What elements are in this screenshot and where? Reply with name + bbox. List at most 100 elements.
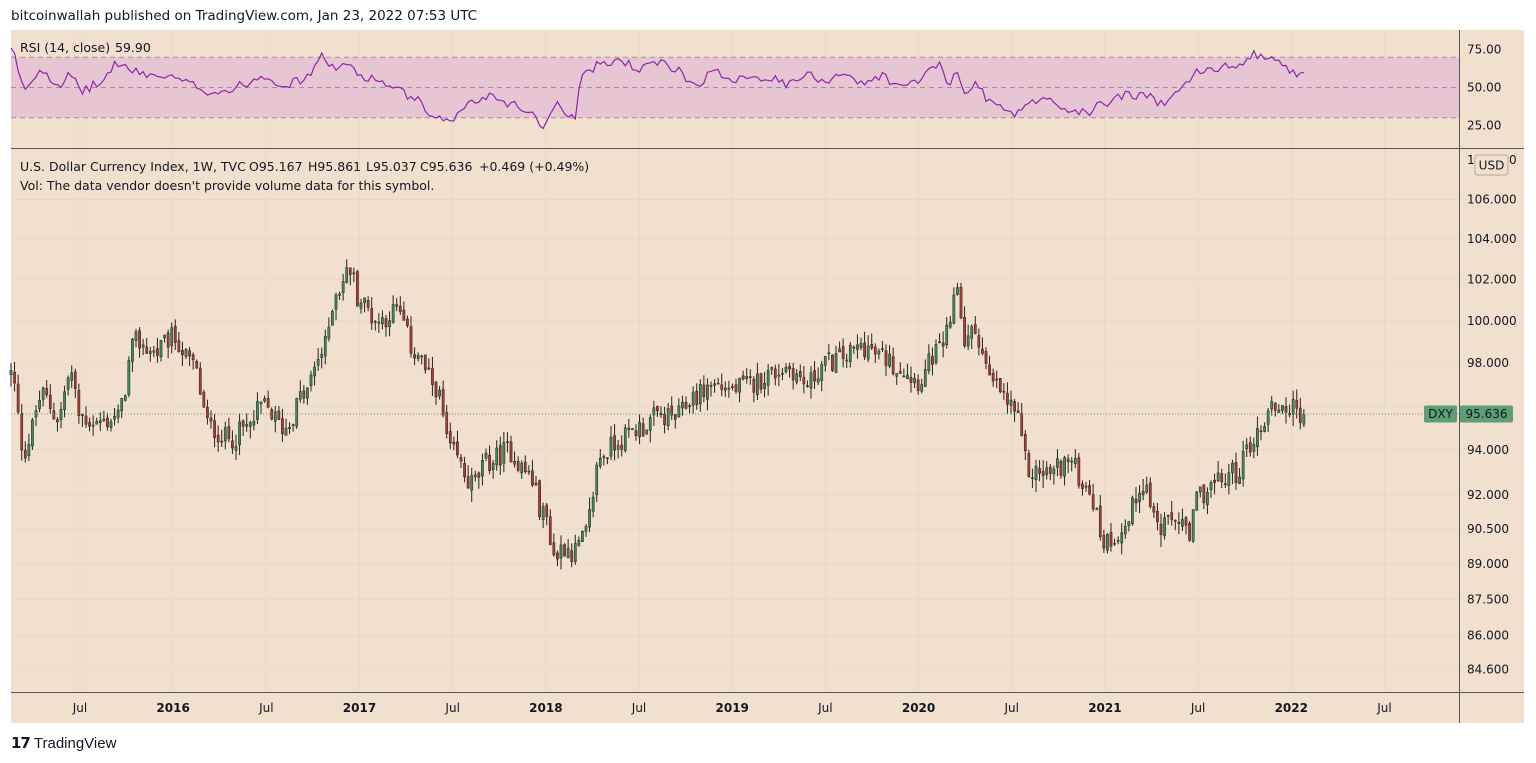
candle-body: [298, 391, 302, 400]
candle-body: [1259, 430, 1263, 433]
candle-body: [141, 344, 145, 348]
candle-body: [145, 346, 149, 354]
candle-body: [327, 326, 331, 339]
candle-body: [452, 441, 456, 445]
candle-body: [1023, 434, 1027, 452]
price-axis-tick-label: 100.000: [1467, 314, 1517, 328]
candle-body: [609, 436, 613, 457]
candle-body: [577, 539, 581, 546]
candle-body: [563, 544, 566, 557]
time-axis-tick-label: Jul: [631, 701, 646, 715]
candle-body: [413, 354, 416, 359]
candle-body: [438, 389, 441, 397]
candle-body: [1095, 508, 1099, 511]
candle-body: [1006, 392, 1009, 405]
candle-body: [591, 496, 595, 512]
candle-body: [148, 351, 152, 354]
candle-body: [288, 427, 291, 430]
candle-body: [941, 342, 945, 347]
candle-body: [402, 309, 406, 321]
candle-body: [377, 321, 381, 324]
candle-body: [948, 321, 952, 328]
candle-body: [616, 445, 620, 450]
candle-body: [281, 418, 284, 435]
candle-body: [177, 340, 181, 353]
candle-body: [159, 340, 163, 358]
candle-body: [248, 422, 252, 427]
candle-body: [684, 402, 688, 409]
candle-body: [1291, 398, 1295, 415]
candle-body: [863, 342, 866, 358]
candle-body: [59, 408, 63, 421]
candle-body: [977, 335, 981, 348]
candle-body: [841, 346, 845, 359]
candle-body: [509, 441, 513, 463]
rsi-legend-value: 59.90: [115, 40, 151, 55]
candle-body: [666, 408, 670, 426]
candle-body: [48, 395, 52, 409]
candle-body: [741, 375, 745, 380]
candle-body: [1156, 510, 1159, 523]
candle-body: [1109, 532, 1113, 547]
candle-body: [981, 348, 984, 354]
candle-body: [820, 364, 824, 381]
candle-body: [548, 516, 552, 546]
tradingview-logo-icon: 17: [11, 734, 31, 752]
candle-body: [906, 374, 909, 379]
candle-body: [809, 372, 813, 389]
candle-body: [1266, 410, 1270, 425]
candle-body: [231, 440, 234, 449]
candle-body: [313, 366, 316, 377]
candle-body: [1184, 517, 1188, 526]
candle-body: [895, 373, 899, 377]
candle-body: [1020, 413, 1024, 436]
time-axis-tick-label: Jul: [258, 701, 273, 715]
candle-body: [123, 395, 127, 401]
candle-body: [1152, 506, 1156, 513]
candle-body: [691, 391, 695, 406]
candle-body: [1141, 491, 1145, 496]
currency-button[interactable]: [1474, 154, 1509, 176]
candle-body: [31, 419, 34, 447]
candle-body: [488, 454, 491, 471]
time-axis-tick-label: Jul: [1190, 701, 1205, 715]
candle-body: [391, 304, 395, 323]
candle-body: [13, 371, 16, 384]
candle-body: [1073, 458, 1077, 465]
price-legend-change: +0.469 (+0.49%): [479, 159, 589, 174]
candle-body: [956, 287, 959, 295]
candle-body: [77, 390, 81, 416]
candle-body: [881, 348, 884, 350]
candle-body: [1131, 497, 1134, 525]
candle-body: [688, 405, 691, 407]
candle-body: [373, 320, 377, 323]
rsi-axis-background: [1460, 30, 1524, 148]
candle-body: [745, 376, 749, 379]
candle-body: [752, 378, 756, 393]
candle-body: [795, 373, 799, 383]
candle-body: [181, 350, 184, 356]
candle-body: [523, 461, 527, 472]
candle-body: [909, 377, 913, 383]
candle-body: [352, 272, 356, 275]
candle-body: [266, 398, 270, 408]
candle-body: [473, 474, 477, 477]
candle-body: [381, 317, 384, 325]
candle-body: [516, 460, 520, 471]
candle-body: [259, 401, 263, 405]
candle-body: [873, 346, 877, 355]
candle-body: [234, 446, 238, 451]
candle-body: [56, 419, 59, 423]
candle-body: [1281, 405, 1284, 411]
corner-background: [1460, 692, 1524, 723]
candle-body: [1273, 402, 1277, 411]
candle-body: [495, 447, 499, 466]
candle-body: [681, 401, 684, 409]
candle-body: [1163, 517, 1166, 536]
candle-body: [831, 354, 834, 371]
candle-body: [959, 286, 963, 319]
candle-body: [552, 542, 556, 556]
candle-body: [463, 463, 466, 478]
candle-body: [627, 427, 631, 431]
